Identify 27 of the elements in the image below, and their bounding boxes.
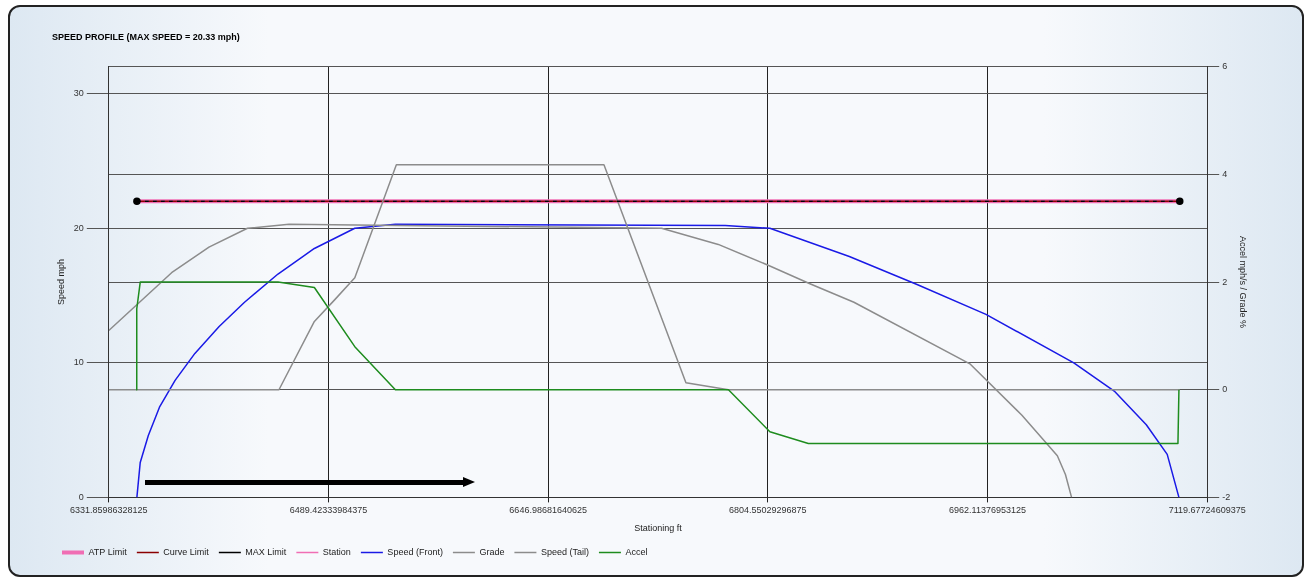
x-tick-label: 6804.55029296875 <box>729 505 807 516</box>
y-tick-label: 10 <box>73 357 84 368</box>
legend-label: Speed (Front) <box>387 546 443 557</box>
legend-label: Speed (Tail) <box>540 546 589 557</box>
x-tick-label: 6646.98681640625 <box>509 505 587 516</box>
y-tick-label: 0 <box>78 491 84 502</box>
y2-tick-label: 2 <box>1222 276 1228 287</box>
y2-axis-title: Accel mph/s / Grade % <box>1238 236 1249 329</box>
legend-label: ATP Limit <box>88 546 128 557</box>
x-tick-label: 6962.11376953125 <box>949 505 1026 516</box>
y-tick-label: 20 <box>73 222 84 233</box>
y-axis-title: Speed mph <box>55 259 66 306</box>
legend-label: Accel <box>625 546 648 557</box>
x-tick-label: 6489.42333984375 <box>289 505 368 516</box>
legend-label: MAX Limit <box>245 546 287 557</box>
legend-label: Grade <box>479 546 505 557</box>
y2-tick-label: 6 <box>1222 61 1228 72</box>
y2-tick-label: 0 <box>1222 384 1228 395</box>
y2-tick-label: 4 <box>1222 168 1228 179</box>
x-tick-label: 7119.67724609375 <box>1168 505 1246 516</box>
y2-tick-label: -2 <box>1222 491 1231 502</box>
chart-title: SPEED PROFILE (MAX SPEED = 20.33 mph) <box>52 31 240 42</box>
x-tick-label: 6331.85986328125 <box>70 505 148 516</box>
y-tick-label: 30 <box>73 88 84 99</box>
legend-label: Station <box>322 546 351 557</box>
legend-label: Curve Limit <box>163 546 210 557</box>
x-axis-title: Stationing ft <box>634 523 683 534</box>
